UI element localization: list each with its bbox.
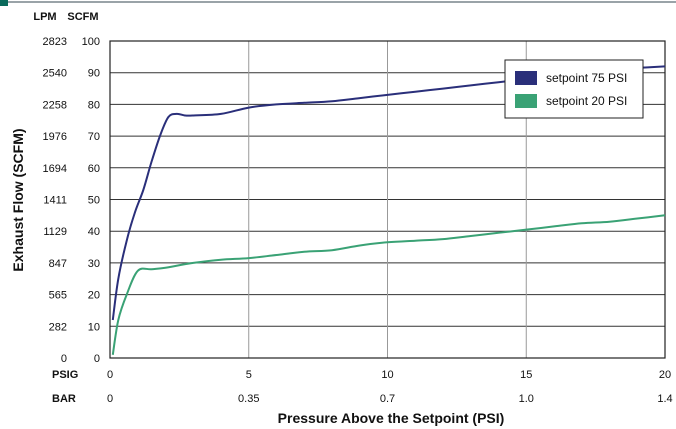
- plot-frame: [109, 40, 666, 359]
- y-tick-scfm: 60: [88, 163, 100, 175]
- y-tick-lpm: 1976: [43, 131, 67, 143]
- legend: setpoint 75 PSI setpoint 20 PSI: [504, 59, 644, 119]
- legend-label-20: setpoint 20 PSI: [546, 94, 627, 108]
- y-col-header-lpm: LPM: [33, 11, 56, 23]
- y-tick-scfm: 50: [88, 195, 100, 207]
- x-tick-bar: 1.4: [657, 393, 672, 405]
- y-tick-lpm: 282: [49, 321, 67, 333]
- y-tick-scfm: 0: [94, 353, 100, 365]
- x-tick-psig: 20: [659, 369, 671, 381]
- y-tick-lpm: 2823: [43, 36, 67, 48]
- x-tick-bar: 0.35: [238, 393, 259, 405]
- x-tick-psig: 0: [107, 369, 113, 381]
- y-tick-lpm: 2258: [43, 99, 67, 111]
- y-col-header-scfm: SCFM: [67, 11, 98, 23]
- y-tick-scfm: 20: [88, 290, 100, 302]
- x-tick-bar: 0.7: [380, 393, 395, 405]
- y-tick-lpm: 565: [49, 290, 67, 302]
- y-tick-lpm: 847: [49, 258, 67, 270]
- y-axis-title: Exhaust Flow (SCFM): [10, 128, 26, 271]
- x-tick-psig: 10: [381, 369, 393, 381]
- y-tick-lpm: 1411: [43, 195, 67, 207]
- x-tick-psig: 15: [520, 369, 532, 381]
- legend-label-75: setpoint 75 PSI: [546, 71, 627, 85]
- legend-box: [504, 59, 644, 119]
- x-axis-title: Pressure Above the Setpoint (PSI): [278, 410, 505, 426]
- legend-swatch-75: [515, 71, 537, 85]
- y-tick-lpm: 0: [61, 353, 67, 365]
- y-tick-lpm: 1129: [43, 226, 67, 238]
- x-tick-labels: PSIG 0 5 10 15 20 BAR 0 0.35 0.7 1.0 1.4: [52, 369, 673, 405]
- y-tick-scfm: 30: [88, 258, 100, 270]
- y-tick-scfm: 70: [88, 131, 100, 143]
- corner-accent: [0, 0, 8, 6]
- x-tick-bar: 1.0: [519, 393, 534, 405]
- x-row-label-psig: PSIG: [52, 369, 78, 381]
- y-tick-scfm: 100: [82, 36, 100, 48]
- y-tick-scfm: 80: [88, 99, 100, 111]
- y-tick-scfm: 40: [88, 226, 100, 238]
- x-tick-psig: 5: [246, 369, 252, 381]
- y-tick-lpm: 1694: [43, 163, 67, 175]
- y-tick-scfm: 90: [88, 68, 100, 80]
- y-tick-scfm: 10: [88, 321, 100, 333]
- x-tick-bar: 0: [107, 393, 113, 405]
- y-tick-lpm: 2540: [43, 68, 67, 80]
- y-tick-labels: LPM 0 282 565 847 1129 1411 1694 1976 2258 2540 282…: [33, 11, 100, 365]
- series-line-1: [111, 214, 666, 355]
- x-row-label-bar: BAR: [52, 393, 76, 405]
- legend-swatch-20: [515, 94, 537, 108]
